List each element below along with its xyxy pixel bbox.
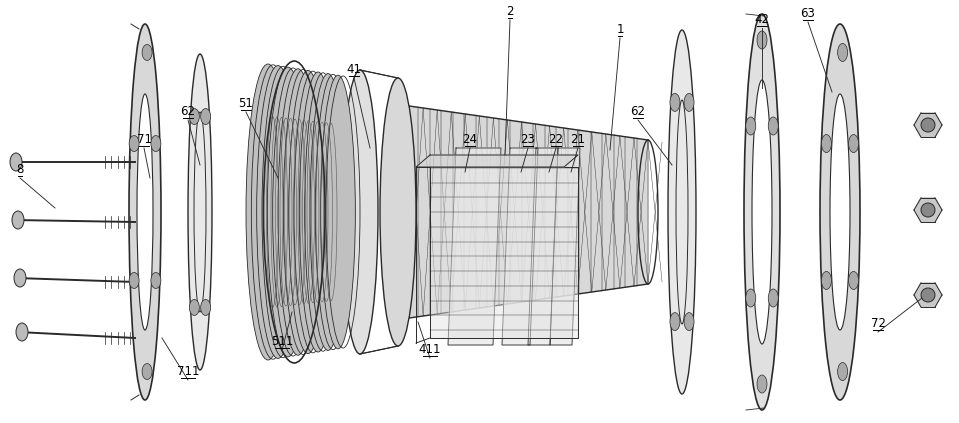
Polygon shape [914, 210, 928, 222]
Text: 2: 2 [506, 5, 514, 18]
Ellipse shape [768, 117, 779, 135]
Ellipse shape [129, 135, 139, 151]
Ellipse shape [129, 272, 139, 288]
Ellipse shape [381, 104, 409, 320]
Ellipse shape [200, 299, 211, 316]
Ellipse shape [684, 313, 694, 331]
Ellipse shape [670, 93, 680, 111]
Polygon shape [921, 283, 935, 295]
Ellipse shape [151, 272, 161, 288]
Text: 1: 1 [617, 23, 623, 36]
Ellipse shape [921, 203, 935, 217]
Ellipse shape [670, 313, 680, 331]
Polygon shape [448, 148, 501, 345]
Polygon shape [416, 155, 578, 167]
Ellipse shape [200, 109, 211, 124]
Ellipse shape [342, 70, 378, 354]
Polygon shape [928, 198, 942, 210]
Polygon shape [928, 283, 942, 295]
Text: 62: 62 [630, 105, 645, 118]
Ellipse shape [14, 269, 26, 287]
Text: 41: 41 [346, 63, 362, 76]
Polygon shape [914, 283, 928, 295]
Ellipse shape [380, 78, 416, 346]
Ellipse shape [189, 109, 199, 124]
Ellipse shape [299, 72, 337, 352]
Text: 62: 62 [180, 105, 196, 118]
Ellipse shape [137, 94, 153, 330]
Text: 411: 411 [419, 343, 441, 356]
Polygon shape [921, 113, 935, 125]
Ellipse shape [12, 211, 24, 229]
Ellipse shape [151, 135, 161, 151]
Polygon shape [914, 113, 928, 125]
Ellipse shape [822, 272, 831, 289]
Polygon shape [928, 113, 942, 125]
Polygon shape [921, 198, 935, 210]
Text: 24: 24 [462, 133, 478, 146]
Ellipse shape [278, 69, 318, 355]
Ellipse shape [257, 66, 299, 358]
Ellipse shape [768, 289, 779, 307]
Ellipse shape [668, 30, 696, 394]
Ellipse shape [268, 67, 309, 357]
Ellipse shape [757, 31, 767, 49]
Ellipse shape [837, 44, 848, 61]
Ellipse shape [142, 363, 152, 379]
Ellipse shape [746, 289, 756, 307]
Ellipse shape [16, 323, 28, 341]
Ellipse shape [830, 94, 850, 330]
Ellipse shape [10, 153, 22, 171]
Polygon shape [914, 125, 928, 137]
Ellipse shape [921, 288, 935, 302]
Ellipse shape [246, 64, 290, 360]
Text: 22: 22 [549, 133, 564, 146]
Text: 8: 8 [16, 163, 24, 176]
Ellipse shape [849, 135, 858, 153]
Ellipse shape [188, 54, 212, 370]
Ellipse shape [142, 44, 152, 60]
Text: 63: 63 [801, 7, 815, 20]
Ellipse shape [746, 117, 756, 135]
Polygon shape [928, 125, 942, 137]
Ellipse shape [744, 14, 780, 410]
Text: 42: 42 [755, 13, 769, 26]
Text: 511: 511 [270, 335, 293, 348]
Polygon shape [921, 125, 935, 137]
Text: 72: 72 [871, 317, 885, 330]
Polygon shape [928, 210, 942, 222]
Ellipse shape [837, 363, 848, 381]
Ellipse shape [189, 299, 199, 316]
Ellipse shape [129, 24, 161, 400]
Polygon shape [921, 210, 935, 222]
Text: 71: 71 [136, 133, 152, 146]
Ellipse shape [310, 74, 346, 350]
Polygon shape [528, 148, 558, 345]
Ellipse shape [684, 93, 694, 111]
Polygon shape [395, 104, 648, 320]
Ellipse shape [757, 375, 767, 393]
Ellipse shape [820, 24, 860, 400]
Ellipse shape [320, 75, 356, 349]
Text: 711: 711 [176, 365, 199, 378]
Ellipse shape [752, 80, 772, 344]
Polygon shape [914, 198, 928, 210]
Polygon shape [921, 295, 935, 307]
Ellipse shape [289, 70, 327, 354]
Polygon shape [430, 167, 578, 338]
Ellipse shape [921, 118, 935, 132]
Ellipse shape [849, 272, 858, 289]
Text: 23: 23 [521, 133, 535, 146]
Polygon shape [914, 295, 928, 307]
Ellipse shape [822, 135, 831, 153]
Text: 51: 51 [239, 97, 253, 110]
Polygon shape [550, 148, 580, 345]
Polygon shape [502, 148, 538, 345]
Polygon shape [928, 295, 942, 307]
Text: 21: 21 [571, 133, 586, 146]
